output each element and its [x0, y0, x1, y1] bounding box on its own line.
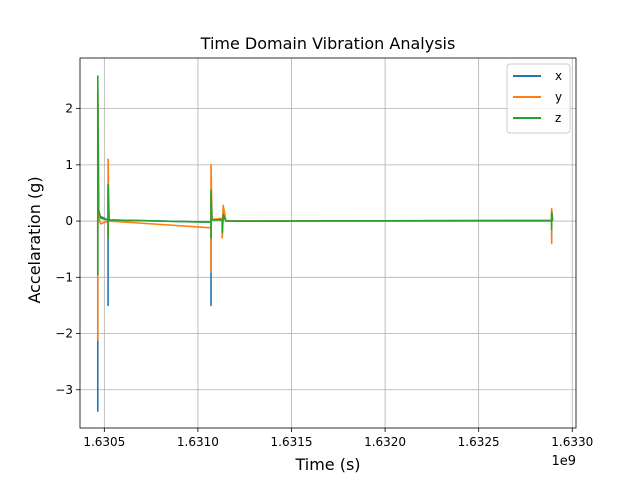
y-tick-label: 2: [65, 102, 73, 116]
legend-label-y: y: [555, 90, 562, 104]
legend-label-x: x: [555, 69, 562, 83]
x-axis-offset-label: 1e9: [551, 454, 576, 469]
plot-frame: [79, 57, 577, 429]
y-tick-label: 0: [65, 214, 73, 228]
x-tick-label: 1.6305: [83, 435, 125, 449]
x-tick-label: 1.6325: [458, 435, 500, 449]
x-tick-label: 1.6330: [551, 435, 593, 449]
series-line-z: [96, 75, 554, 276]
legend-box: [506, 63, 571, 134]
legend: xyz: [506, 63, 571, 134]
y-tick-label: −3: [55, 383, 73, 397]
x-axis: 1.6305 1.6310 1.6315 1.6320 1.6325 1.6330: [83, 428, 593, 449]
y-axis: 2 1 0 −1 −2 −3: [55, 102, 80, 397]
legend-label-z: z: [555, 111, 561, 125]
x-tick-label: 1.6310: [177, 435, 219, 449]
series-lines: [96, 75, 554, 412]
y-axis-label: Accelaration (g): [25, 176, 44, 303]
chart-title: Time Domain Vibration Analysis: [200, 34, 456, 53]
x-tick-label: 1.6315: [271, 435, 313, 449]
y-tick-label: 1: [65, 158, 73, 172]
x-axis-label: Time (s): [294, 455, 360, 474]
x-tick-label: 1.6320: [364, 435, 406, 449]
y-tick-label: −2: [55, 327, 73, 341]
y-tick-label: −1: [55, 270, 73, 284]
